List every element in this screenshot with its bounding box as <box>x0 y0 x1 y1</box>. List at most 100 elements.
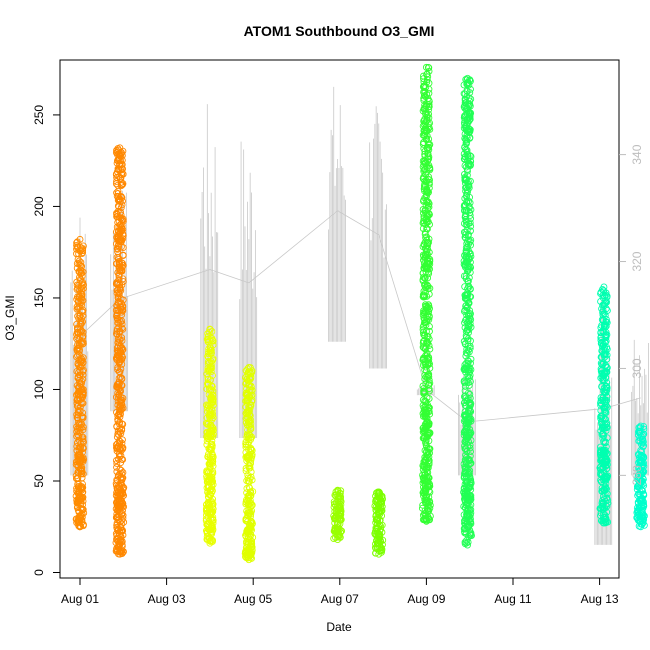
data-point <box>640 500 648 508</box>
data-point <box>603 292 611 300</box>
data-point <box>79 493 87 501</box>
points-layer <box>72 63 648 564</box>
data-point <box>117 193 125 201</box>
data-point <box>640 512 648 520</box>
data-point <box>421 274 428 282</box>
data-point <box>248 520 256 528</box>
data-point <box>639 432 647 440</box>
data-point <box>423 492 431 500</box>
data-point <box>424 372 432 380</box>
data-point <box>118 396 126 404</box>
data-point <box>247 382 255 390</box>
x-tick-label: Aug 05 <box>234 592 272 606</box>
plot-frame <box>59 59 620 579</box>
data-point <box>205 506 213 514</box>
data-point <box>205 476 213 484</box>
data-point <box>422 251 430 259</box>
data-point <box>376 506 384 514</box>
data-point <box>116 413 124 421</box>
data-point <box>597 298 605 305</box>
data-point <box>73 295 81 303</box>
data-point <box>422 63 430 71</box>
data-point <box>598 419 605 427</box>
data-point <box>205 402 213 410</box>
data-point <box>75 250 83 258</box>
data-point <box>115 525 123 533</box>
data-point <box>597 448 605 456</box>
data-point <box>245 395 253 403</box>
data-point <box>78 413 86 421</box>
data-point <box>112 514 120 521</box>
data-point <box>245 438 253 446</box>
data-point <box>207 363 215 371</box>
data-point <box>247 525 255 533</box>
secondary-connector <box>79 298 121 337</box>
data-point <box>73 423 81 431</box>
data-point <box>75 356 83 364</box>
data-point <box>462 394 470 402</box>
data-point <box>113 302 121 310</box>
data-point <box>598 347 606 355</box>
data-point <box>78 250 86 258</box>
data-point <box>422 284 430 292</box>
data-point <box>113 502 121 509</box>
data-point <box>421 228 429 236</box>
data-point <box>597 394 605 402</box>
data-point <box>464 126 472 134</box>
data-point <box>466 390 474 398</box>
data-point <box>379 495 386 503</box>
data-point <box>76 364 84 371</box>
data-point <box>206 414 214 422</box>
data-point <box>419 269 427 277</box>
y-right-tick-label: 320 <box>630 251 644 271</box>
data-point <box>461 121 469 129</box>
data-point <box>636 427 644 435</box>
data-point <box>462 184 469 192</box>
data-point <box>117 452 125 460</box>
data-point <box>421 293 429 301</box>
data-point <box>118 311 126 319</box>
data-point <box>245 407 253 415</box>
secondary-connector <box>467 408 604 423</box>
data-point <box>115 276 123 284</box>
data-point <box>376 527 384 535</box>
data-point <box>246 375 254 383</box>
data-point <box>465 438 473 446</box>
data-point <box>208 437 216 445</box>
data-point <box>78 301 86 309</box>
data-point <box>463 424 471 432</box>
point-cluster <box>633 422 648 531</box>
data-point <box>243 477 251 485</box>
data-point <box>599 459 607 467</box>
data-point <box>421 471 429 479</box>
data-point <box>207 510 215 518</box>
data-point <box>419 462 427 470</box>
data-point <box>465 282 473 290</box>
data-point <box>422 221 430 229</box>
data-point <box>247 538 255 546</box>
data-point <box>465 184 473 192</box>
data-point <box>423 213 431 221</box>
data-point <box>242 530 250 538</box>
data-point <box>114 165 122 173</box>
data-point <box>466 89 474 97</box>
data-point <box>424 189 432 197</box>
data-point <box>208 450 216 458</box>
data-point <box>423 217 431 225</box>
secondary-series-layer <box>70 86 649 545</box>
data-point <box>425 211 433 219</box>
data-point <box>603 485 611 493</box>
data-point <box>113 408 120 416</box>
data-point <box>424 421 432 429</box>
data-point <box>205 428 213 436</box>
data-point <box>76 235 84 243</box>
data-point <box>73 487 81 495</box>
data-point <box>117 533 125 541</box>
data-point <box>73 324 81 332</box>
data-point <box>460 257 468 265</box>
point-cluster <box>596 283 612 527</box>
x-tick-label: Aug 01 <box>61 592 99 606</box>
data-point <box>206 325 214 333</box>
data-point <box>460 503 468 510</box>
data-point <box>466 255 474 262</box>
